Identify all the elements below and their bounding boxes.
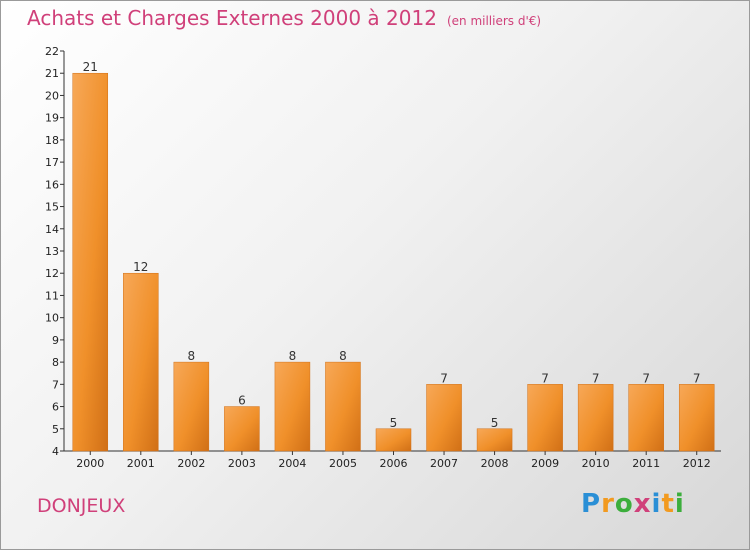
x-tick-label: 2009 [531,457,559,470]
logo-letter: i [674,489,685,519]
bar [224,406,260,452]
proxiti-logo[interactable]: Proxiti [581,489,685,519]
y-tick-label: 12 [45,267,59,280]
x-tick-label: 2010 [582,457,610,470]
y-tick-label: 6 [52,401,59,414]
logo-letter: x [633,489,652,519]
value-label: 6 [238,394,246,408]
x-tick-label: 2006 [380,457,408,470]
logo-letter: o [614,489,634,519]
bar [123,272,159,452]
place-name: DONJEUX [37,495,126,517]
y-tick-label: 11 [45,289,59,302]
y-tick-label: 14 [45,223,59,236]
bar [274,361,311,452]
chart-subtitle: (en milliers d'€) [446,14,542,28]
x-tick-label: 2000 [76,457,104,470]
value-labels: 21 12 8 6 8 8 5 7 5 7 7 7 7 [83,60,701,430]
y-tick-label: 8 [52,356,59,369]
y-tick-label: 10 [45,312,59,325]
value-label: 21 [83,60,98,74]
logo-letter: P [581,489,602,519]
x-tick-label: 2005 [329,457,357,470]
value-label: 12 [133,260,148,274]
bar [426,384,462,452]
value-label: 7 [440,371,448,385]
value-label: 5 [491,416,499,430]
y-tick-label: 16 [45,178,59,191]
x-tick-label: 2003 [228,457,256,470]
value-label: 8 [188,349,196,363]
bar [72,72,109,452]
y-tick-label: 22 [45,45,59,58]
x-tick-label: 2002 [177,457,205,470]
y-tick-label: 13 [45,245,59,258]
y-tick-label: 19 [45,112,59,125]
value-label: 7 [592,371,600,385]
logo-letter: t [661,489,675,519]
bar [173,361,210,452]
y-tick-label: 20 [45,89,59,102]
chart-title-text: Achats et Charges Externes 2000 à 2012 [27,6,437,30]
bar [325,361,361,452]
bar [476,428,513,452]
y-tick-label: 15 [45,201,59,214]
y-tick-label: 21 [45,67,59,80]
logo-letter: r [601,489,615,519]
y-tick-label: 5 [52,423,59,436]
value-label: 7 [642,371,650,385]
value-label: 8 [339,349,347,363]
chart-title: Achats et Charges Externes 2000 à 2012 (e… [27,6,541,30]
value-label: 5 [390,416,398,430]
bar [678,384,715,452]
x-tick-label: 2004 [278,457,306,470]
bar [375,428,412,452]
y-tick-label: 17 [45,156,59,169]
x-tick-label: 2008 [481,457,509,470]
x-tick-label: 2007 [430,457,458,470]
bars [72,72,715,452]
value-label: 7 [693,371,701,385]
value-label: 7 [541,371,549,385]
y-tick-label: 18 [45,134,59,147]
y-tick-label: 9 [52,334,59,347]
x-tick-label: 2012 [683,457,711,470]
bar [628,384,664,452]
x-tick-label: 2011 [632,457,660,470]
y-tick-label: 4 [52,445,59,458]
bar [577,384,614,452]
value-label: 8 [289,349,297,363]
y-tick-label: 7 [52,378,59,391]
axes: 4 5 6 7 8 9 10 11 12 13 14 15 16 17 18 19 20 21 22 2000 2001… [45,45,721,470]
x-tick-label: 2001 [127,457,155,470]
logo-letter: i [651,489,662,519]
bar [527,384,563,452]
